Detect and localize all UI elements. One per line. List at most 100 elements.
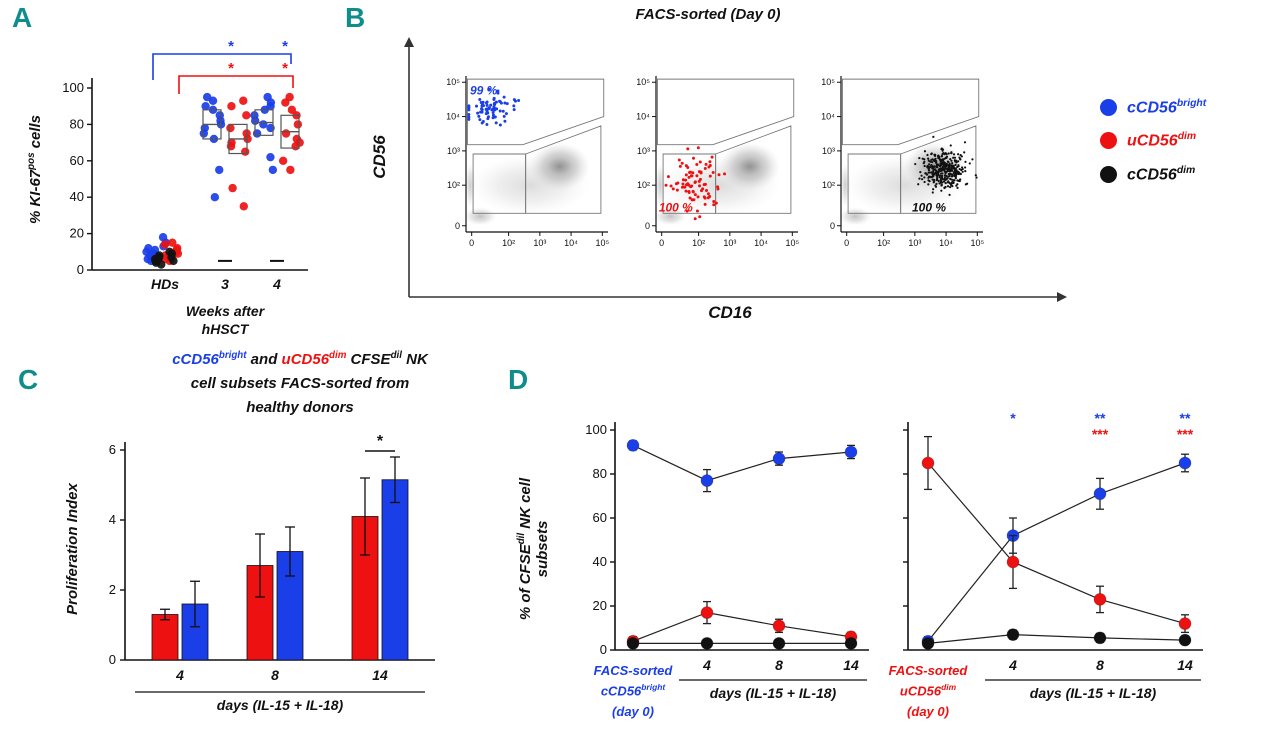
panel-c-letter: C — [18, 364, 39, 395]
scatter-point — [286, 165, 295, 175]
panel-d-left-day0-label: FACS-sorted cCD56bright (day 0) — [593, 663, 673, 719]
svg-text:4: 4 — [1008, 657, 1017, 673]
svg-text:10³: 10³ — [908, 238, 921, 248]
svg-text:*: * — [282, 60, 288, 77]
svg-text:0: 0 — [600, 642, 607, 657]
svg-text:days (IL-15 + IL-18): days (IL-15 + IL-18) — [217, 697, 344, 713]
data-point — [844, 636, 858, 650]
sort-gate — [841, 78, 980, 146]
svg-text:***: *** — [1177, 426, 1194, 442]
svg-text:10⁴: 10⁴ — [564, 238, 578, 248]
panel-b-x-axis-label: CD16 — [708, 303, 752, 322]
scatter-point — [293, 120, 303, 129]
line-series-cCD56bright — [921, 453, 1192, 648]
svg-text:8: 8 — [1096, 657, 1104, 673]
svg-text:20: 20 — [70, 226, 84, 241]
svg-text:days (IL-15 + IL-18): days (IL-15 + IL-18) — [710, 685, 837, 701]
svg-text:0: 0 — [659, 238, 664, 248]
svg-text:HDs: HDs — [151, 276, 179, 292]
scatter-point — [201, 102, 210, 111]
svg-text:10²: 10² — [502, 238, 515, 248]
svg-text:2: 2 — [109, 582, 116, 597]
svg-text:10⁵: 10⁵ — [785, 238, 799, 248]
scatter-point — [200, 123, 210, 133]
panel-c-plot: 0 2 4 6 * 4 8 14 days (IL-15 + IL-18) — [109, 433, 435, 713]
svg-text:Weeks after: Weeks after — [186, 303, 266, 319]
significance-bracket — [178, 75, 294, 94]
panel-d-letter: D — [508, 364, 529, 395]
legend-dot-icon — [1100, 132, 1117, 150]
facs-plot-area: 00 10² 10² 10³ 10³ 10⁴ 10⁴ 10⁵ 10⁵ 99 % — [446, 76, 609, 248]
facs-plot-ccd56dim: 00 10² 10² 10³ 10³ 10⁴ 10⁴ 10⁵ 10⁵ 100 % — [821, 76, 984, 248]
data-point — [1006, 628, 1020, 642]
svg-text:100 %: 100 % — [912, 201, 946, 215]
svg-text:10³: 10³ — [723, 238, 736, 248]
scatter-point — [239, 202, 249, 211]
data-point — [626, 439, 640, 452]
panel-b-y-axis-label: CD56 — [370, 135, 389, 179]
scatter-point — [173, 243, 182, 253]
svg-text:*: * — [228, 60, 234, 77]
svg-text:3: 3 — [221, 276, 229, 292]
scatter-point — [227, 102, 236, 111]
svg-text:14: 14 — [372, 667, 388, 683]
svg-text:4: 4 — [175, 667, 184, 683]
scatter-point — [155, 251, 164, 260]
panel-b-title: FACS-sorted (Day 0) — [635, 6, 781, 23]
panel-c-bar-chart: 0 2 4 6 * 4 8 14 days (IL-15 + IL-18) — [109, 433, 435, 713]
scatter-point — [168, 238, 177, 247]
density-blob — [465, 163, 476, 208]
svg-text:10³: 10³ — [533, 238, 546, 248]
svg-text:10²: 10² — [822, 180, 835, 190]
scatter-point — [292, 134, 302, 144]
svg-text:*: * — [377, 433, 384, 450]
bar — [181, 603, 209, 661]
panel-a-plot: 0 20 40 60 80 100 HDs 3 4 Weeks after hHSCT * * * * — [62, 38, 308, 337]
scatter-point — [158, 233, 168, 242]
svg-text:hHSCT: hHSCT — [202, 321, 250, 337]
svg-text:days (IL-15 + IL-18): days (IL-15 + IL-18) — [1030, 685, 1157, 701]
legend-item-cCD56dim: cCD56dim — [1100, 165, 1206, 184]
data-point — [626, 636, 640, 650]
line-series-cCD56bright — [626, 439, 858, 493]
line-series-uCD56dim — [626, 600, 858, 648]
scatter-point — [285, 92, 294, 102]
svg-text:10⁵: 10⁵ — [821, 77, 835, 87]
sort-gate — [656, 78, 795, 146]
bar — [381, 479, 409, 661]
legend-dot-icon — [1100, 99, 1117, 117]
svg-text:10²: 10² — [877, 238, 890, 248]
data-point — [1178, 617, 1192, 631]
svg-text:10³: 10³ — [822, 146, 835, 156]
data-point — [1006, 555, 1020, 569]
svg-text:10⁴: 10⁴ — [754, 238, 768, 248]
scatter-point — [202, 92, 212, 102]
svg-text:**: ** — [1180, 410, 1191, 426]
facs-plot-ucd56dim: 00 10² 10² 10³ 10³ 10⁴ 10⁴ 10⁵ 10⁵ 100 % — [636, 76, 799, 248]
line-series-cCD56dim — [921, 628, 1192, 650]
scatter-point — [242, 111, 251, 120]
legend-dot-icon — [1100, 165, 1117, 183]
svg-text:20: 20 — [593, 598, 607, 613]
svg-text:0: 0 — [455, 221, 460, 231]
panel-c-title: cCD56bright and uCD56dim CFSEdil NK cell … — [172, 350, 428, 416]
scatter-point — [263, 92, 272, 102]
svg-text:10⁴: 10⁴ — [939, 238, 953, 248]
scatter-point — [268, 165, 278, 175]
svg-text:10⁴: 10⁴ — [446, 112, 460, 122]
data-point — [700, 474, 714, 487]
svg-text:10³: 10³ — [447, 146, 460, 156]
sort-gate — [847, 153, 902, 214]
svg-text:60: 60 — [593, 510, 607, 525]
scatter-point — [165, 247, 174, 256]
legend-label: cCD56dim — [1127, 164, 1196, 183]
facs-plot-area: 00 10² 10² 10³ 10³ 10⁴ 10⁴ 10⁵ 10⁵ 100 % — [636, 76, 799, 248]
svg-text:10²: 10² — [637, 180, 650, 190]
scatter-point — [210, 193, 220, 202]
bar-series-uCD56dim — [151, 477, 379, 661]
svg-text:60: 60 — [70, 153, 84, 168]
svg-text:0: 0 — [844, 238, 849, 248]
svg-text:10⁵: 10⁵ — [595, 238, 609, 248]
